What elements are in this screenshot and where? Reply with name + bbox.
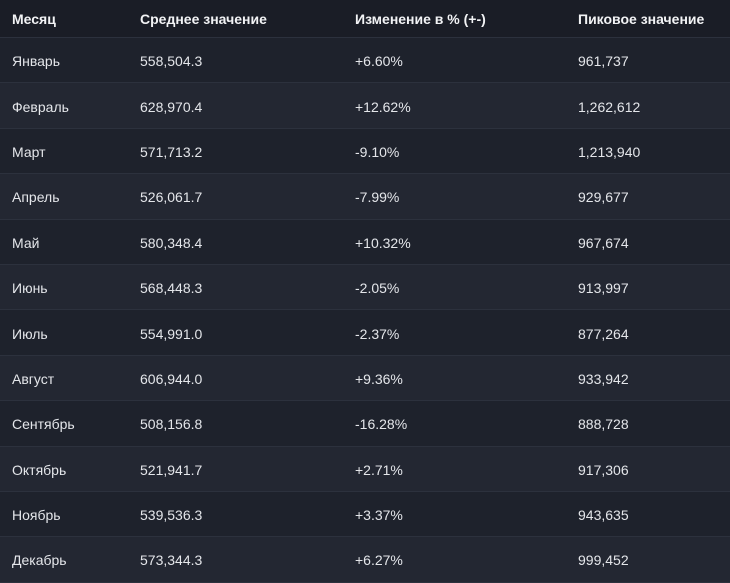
table-row: Июль 554,991.0 -2.37% 877,264 <box>0 310 730 356</box>
peak-cell: 943,635 <box>578 507 629 524</box>
column-header-month[interactable]: Месяц <box>12 10 56 27</box>
month-cell: Сентябрь <box>12 416 75 433</box>
average-cell: 554,991.0 <box>140 325 203 342</box>
average-cell: 539,536.3 <box>140 507 203 524</box>
table-row: Май 580,348.4 +10.32% 967,674 <box>0 220 730 265</box>
change-cell: +10.32% <box>355 234 411 251</box>
peak-cell: 933,942 <box>578 370 629 387</box>
month-cell: Февраль <box>12 98 69 115</box>
month-cell: Январь <box>12 53 60 70</box>
average-cell: 508,156.8 <box>140 416 203 433</box>
month-cell: Апрель <box>12 189 60 206</box>
change-cell: -7.99% <box>355 189 400 206</box>
average-cell: 568,448.3 <box>140 280 203 297</box>
change-cell: +6.60% <box>355 53 403 70</box>
table-row: Октябрь 521,941.7 +2.71% 917,306 <box>0 446 730 492</box>
change-cell: -9.10% <box>355 143 400 160</box>
peak-cell: 1,213,940 <box>578 143 641 160</box>
month-cell: Декабрь <box>12 552 67 569</box>
table-row: Июнь 568,448.3 -2.05% 913,997 <box>0 264 730 311</box>
peak-cell: 1,262,612 <box>578 98 641 115</box>
table-row: Март 571,713.2 -9.10% 1,213,940 <box>0 129 730 175</box>
month-cell: Июнь <box>12 280 48 297</box>
change-cell: -2.37% <box>355 325 400 342</box>
change-cell: +9.36% <box>355 370 403 387</box>
average-cell: 526,061.7 <box>140 189 203 206</box>
table-row: Январь 558,504.3 +6.60% 961,737 <box>0 38 730 84</box>
month-cell: Октябрь <box>12 461 67 478</box>
table-header-row: Месяц Среднее значение Изменение в % (+-… <box>0 0 730 38</box>
change-cell: -16.28% <box>355 416 408 433</box>
change-cell: +6.27% <box>355 552 403 569</box>
peak-cell: 929,677 <box>578 189 629 206</box>
average-cell: 580,348.4 <box>140 234 203 251</box>
month-cell: Март <box>12 143 46 160</box>
average-cell: 558,504.3 <box>140 53 203 70</box>
peak-cell: 999,452 <box>578 552 629 569</box>
column-header-change[interactable]: Изменение в % (+-) <box>355 10 486 27</box>
average-cell: 628,970.4 <box>140 98 203 115</box>
table-row: Февраль 628,970.4 +12.62% 1,262,612 <box>0 83 730 129</box>
month-cell: Август <box>12 370 55 387</box>
peak-cell: 913,997 <box>578 280 629 297</box>
table-row: Апрель 526,061.7 -7.99% 929,677 <box>0 174 730 220</box>
change-cell: +12.62% <box>355 98 411 115</box>
average-cell: 606,944.0 <box>140 370 203 387</box>
month-cell: Ноябрь <box>12 507 61 524</box>
average-cell: 521,941.7 <box>140 461 203 478</box>
table-row: Август 606,944.0 +9.36% 933,942 <box>0 355 730 402</box>
peak-cell: 967,674 <box>578 234 629 251</box>
peak-cell: 917,306 <box>578 461 629 478</box>
table-row: Сентябрь 508,156.8 -16.28% 888,728 <box>0 401 730 447</box>
average-cell: 573,344.3 <box>140 552 203 569</box>
peak-cell: 888,728 <box>578 416 629 433</box>
table-row: Ноябрь 539,536.3 +3.37% 943,635 <box>0 492 730 538</box>
column-header-average[interactable]: Среднее значение <box>140 10 267 27</box>
table-row: Декабрь 573,344.3 +6.27% 999,452 <box>0 537 730 583</box>
average-cell: 571,713.2 <box>140 143 203 160</box>
month-cell: Май <box>12 234 40 251</box>
month-cell: Июль <box>12 325 48 342</box>
change-cell: +2.71% <box>355 461 403 478</box>
change-cell: -2.05% <box>355 280 400 297</box>
peak-cell: 877,264 <box>578 325 629 342</box>
peak-cell: 961,737 <box>578 53 629 70</box>
change-cell: +3.37% <box>355 507 403 524</box>
column-header-peak[interactable]: Пиковое значение <box>578 10 705 27</box>
